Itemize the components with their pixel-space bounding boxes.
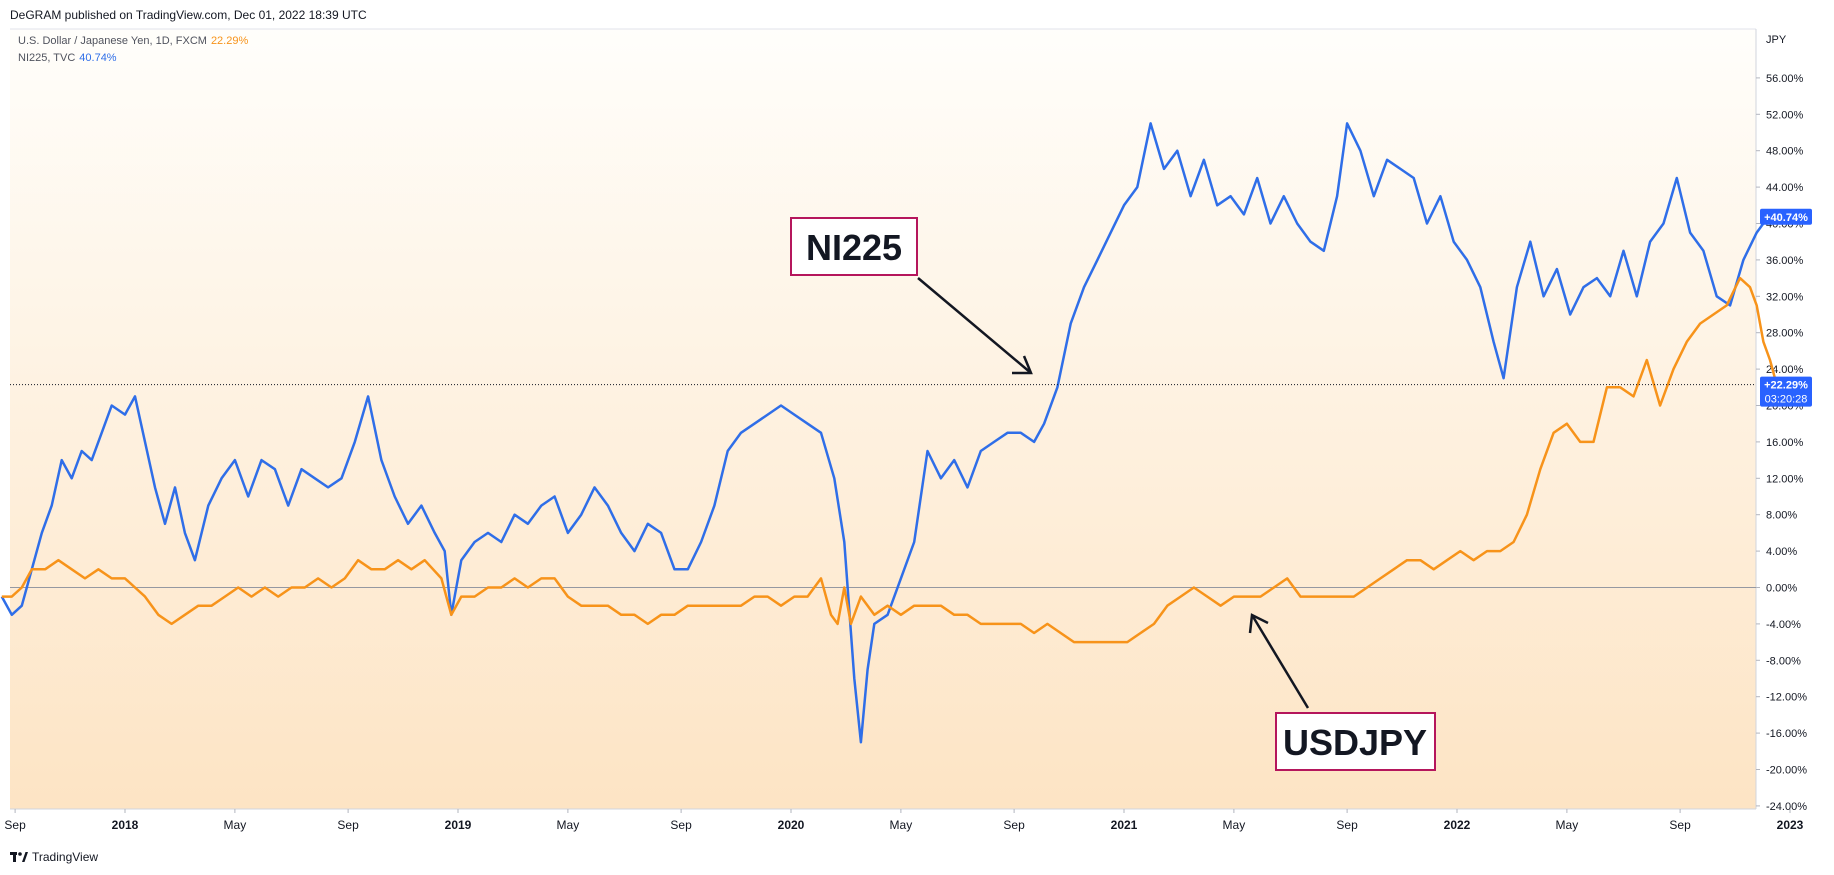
time-tick-label: 2022 xyxy=(1444,818,1471,832)
price-tick-label: -16.00% xyxy=(1766,728,1807,740)
price-tick-label: 52.00% xyxy=(1766,109,1804,121)
ni225-annotation-label: NI225 xyxy=(806,227,902,268)
time-tick-label: May xyxy=(1223,818,1246,832)
time-tick-label: Sep xyxy=(670,818,692,832)
price-tick-label: 44.00% xyxy=(1766,182,1804,194)
price-tick-label: -8.00% xyxy=(1766,655,1801,667)
legend-ni225-label: NI225, TVC xyxy=(18,52,76,64)
price-tick-label: 36.00% xyxy=(1766,255,1804,267)
ni225-annotation: NI225 xyxy=(790,217,1033,375)
legend-ni225[interactable]: NI225, TVC 40.74% xyxy=(18,52,117,64)
usdjpy-arrow-line xyxy=(1250,614,1310,709)
ni225-arrow-head xyxy=(1012,355,1033,375)
price-tick-label: -20.00% xyxy=(1766,765,1807,777)
time-tick-label: Sep xyxy=(1669,818,1691,832)
countdown-timer: 03:20:28 xyxy=(1765,394,1808,406)
tradingview-logo-icon xyxy=(10,852,28,862)
currency-label: JPY xyxy=(1766,34,1787,46)
time-tick-label: 2019 xyxy=(445,818,472,832)
publish-info: DeGRAM published on TradingView.com, Dec… xyxy=(10,8,367,22)
ni225-arrow-line xyxy=(917,277,1032,374)
time-tick-label: 2020 xyxy=(778,818,805,832)
tradingview-brand-label: TradingView xyxy=(32,850,99,864)
usdjpy-annotation-label: USDJPY xyxy=(1283,722,1427,763)
price-tick-label: 48.00% xyxy=(1766,146,1804,158)
legend-usdjpy[interactable]: U.S. Dollar / Japanese Yen, 1D, FXCM 22.2… xyxy=(18,35,248,47)
time-tick-label: Sep xyxy=(4,818,26,832)
price-tick-label: 16.00% xyxy=(1766,437,1804,449)
legend-ni225-value: 40.74% xyxy=(79,52,117,64)
time-tick-label: May xyxy=(224,818,247,832)
time-tick-label: Sep xyxy=(337,818,359,832)
time-axis[interactable]: Sep 2018 May Sep 2019 May Sep 2020 May Sep 2021 May… xyxy=(4,809,1804,832)
time-tick-label: Sep xyxy=(1336,818,1358,832)
ni225-badge xyxy=(1760,208,1812,225)
tradingview-brand[interactable]: TradingView xyxy=(10,850,98,864)
price-tick-label: -12.00% xyxy=(1766,692,1807,704)
ni225-badge-value: +40.74% xyxy=(1764,212,1808,224)
series-line-ni225 xyxy=(0,122,1778,744)
price-tick-label: 12.00% xyxy=(1766,473,1804,485)
usdjpy-annotation: USDJPY xyxy=(1248,613,1436,771)
ni225-annotation-box xyxy=(790,217,918,276)
price-tick-label: 0.00% xyxy=(1766,583,1797,595)
time-tick-label: Sep xyxy=(1003,818,1025,832)
price-tick-label: -4.00% xyxy=(1766,619,1801,631)
price-tick-label: 4.00% xyxy=(1766,546,1797,558)
legend-usdjpy-value: 22.29% xyxy=(210,35,249,47)
price-tick-label: 8.00% xyxy=(1766,510,1797,522)
usdjpy-annotation-box xyxy=(1275,712,1436,771)
time-tick-label: May xyxy=(557,818,580,832)
series-lines xyxy=(0,122,1778,744)
price-tick-label: 56.00% xyxy=(1766,73,1804,85)
price-axis[interactable]: 56.00%52.00%48.00%44.00%40.00%36.00%32.0… xyxy=(1756,34,1807,813)
price-tick-label: -24.00% xyxy=(1766,801,1807,813)
time-tick-label: May xyxy=(890,818,913,832)
series-line-usdjpy xyxy=(1,276,1778,644)
usdjpy-badge-value: +22.29% xyxy=(1764,380,1808,392)
time-tick-label: 2023 xyxy=(1777,818,1804,832)
usdjpy-badge xyxy=(1760,376,1812,407)
time-tick-label: May xyxy=(1556,818,1579,832)
legend-usdjpy-label: U.S. Dollar / Japanese Yen, 1D, FXCM xyxy=(18,35,207,47)
price-badges: +40.74% +22.29% 03:20:28 xyxy=(1760,208,1812,407)
price-tick-label: 24.00% xyxy=(1766,364,1804,376)
usdjpy-arrow-head xyxy=(1248,613,1269,634)
time-tick-label: 2021 xyxy=(1111,818,1138,832)
price-tick-label: 28.00% xyxy=(1766,328,1804,340)
time-tick-label: 2018 xyxy=(112,818,139,832)
price-tick-label: 32.00% xyxy=(1766,291,1804,303)
plot-background xyxy=(10,29,1756,809)
